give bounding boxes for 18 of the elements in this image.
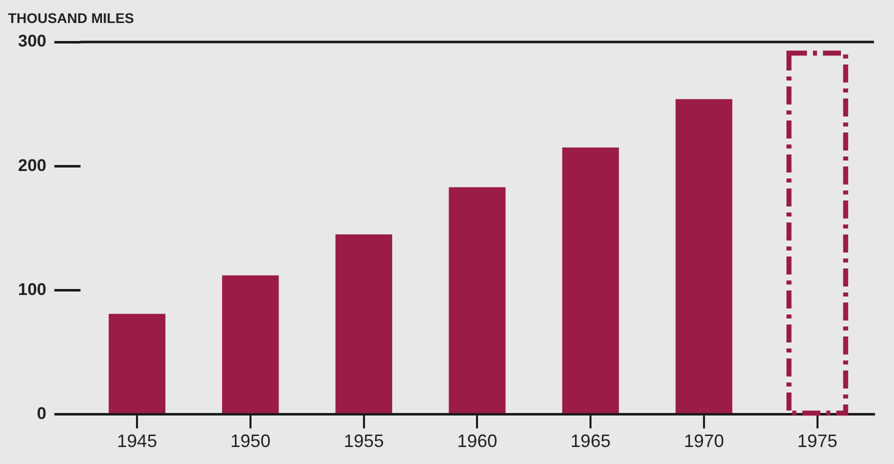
x-tick-label: 1945	[117, 431, 158, 452]
bar	[562, 148, 619, 414]
x-tick-label: 1950	[230, 431, 270, 452]
y-tick-label: 100	[18, 280, 46, 299]
bar	[335, 234, 392, 414]
x-tick-label: 1955	[344, 431, 384, 452]
y-tick-label: 300	[18, 32, 46, 51]
bar	[448, 187, 506, 414]
bar	[222, 275, 279, 414]
x-tick-label: 1975	[797, 431, 838, 452]
y-tick-label: 0	[36, 404, 46, 424]
x-tick-label: 1970	[684, 431, 724, 452]
y-axis-title: THOUSAND MILES	[8, 10, 134, 26]
bar	[108, 314, 166, 414]
y-tick-label: 200	[18, 156, 46, 175]
x-tick-label: 1965	[570, 431, 611, 452]
bar	[676, 99, 732, 414]
x-tick-label: 1960	[457, 431, 498, 452]
